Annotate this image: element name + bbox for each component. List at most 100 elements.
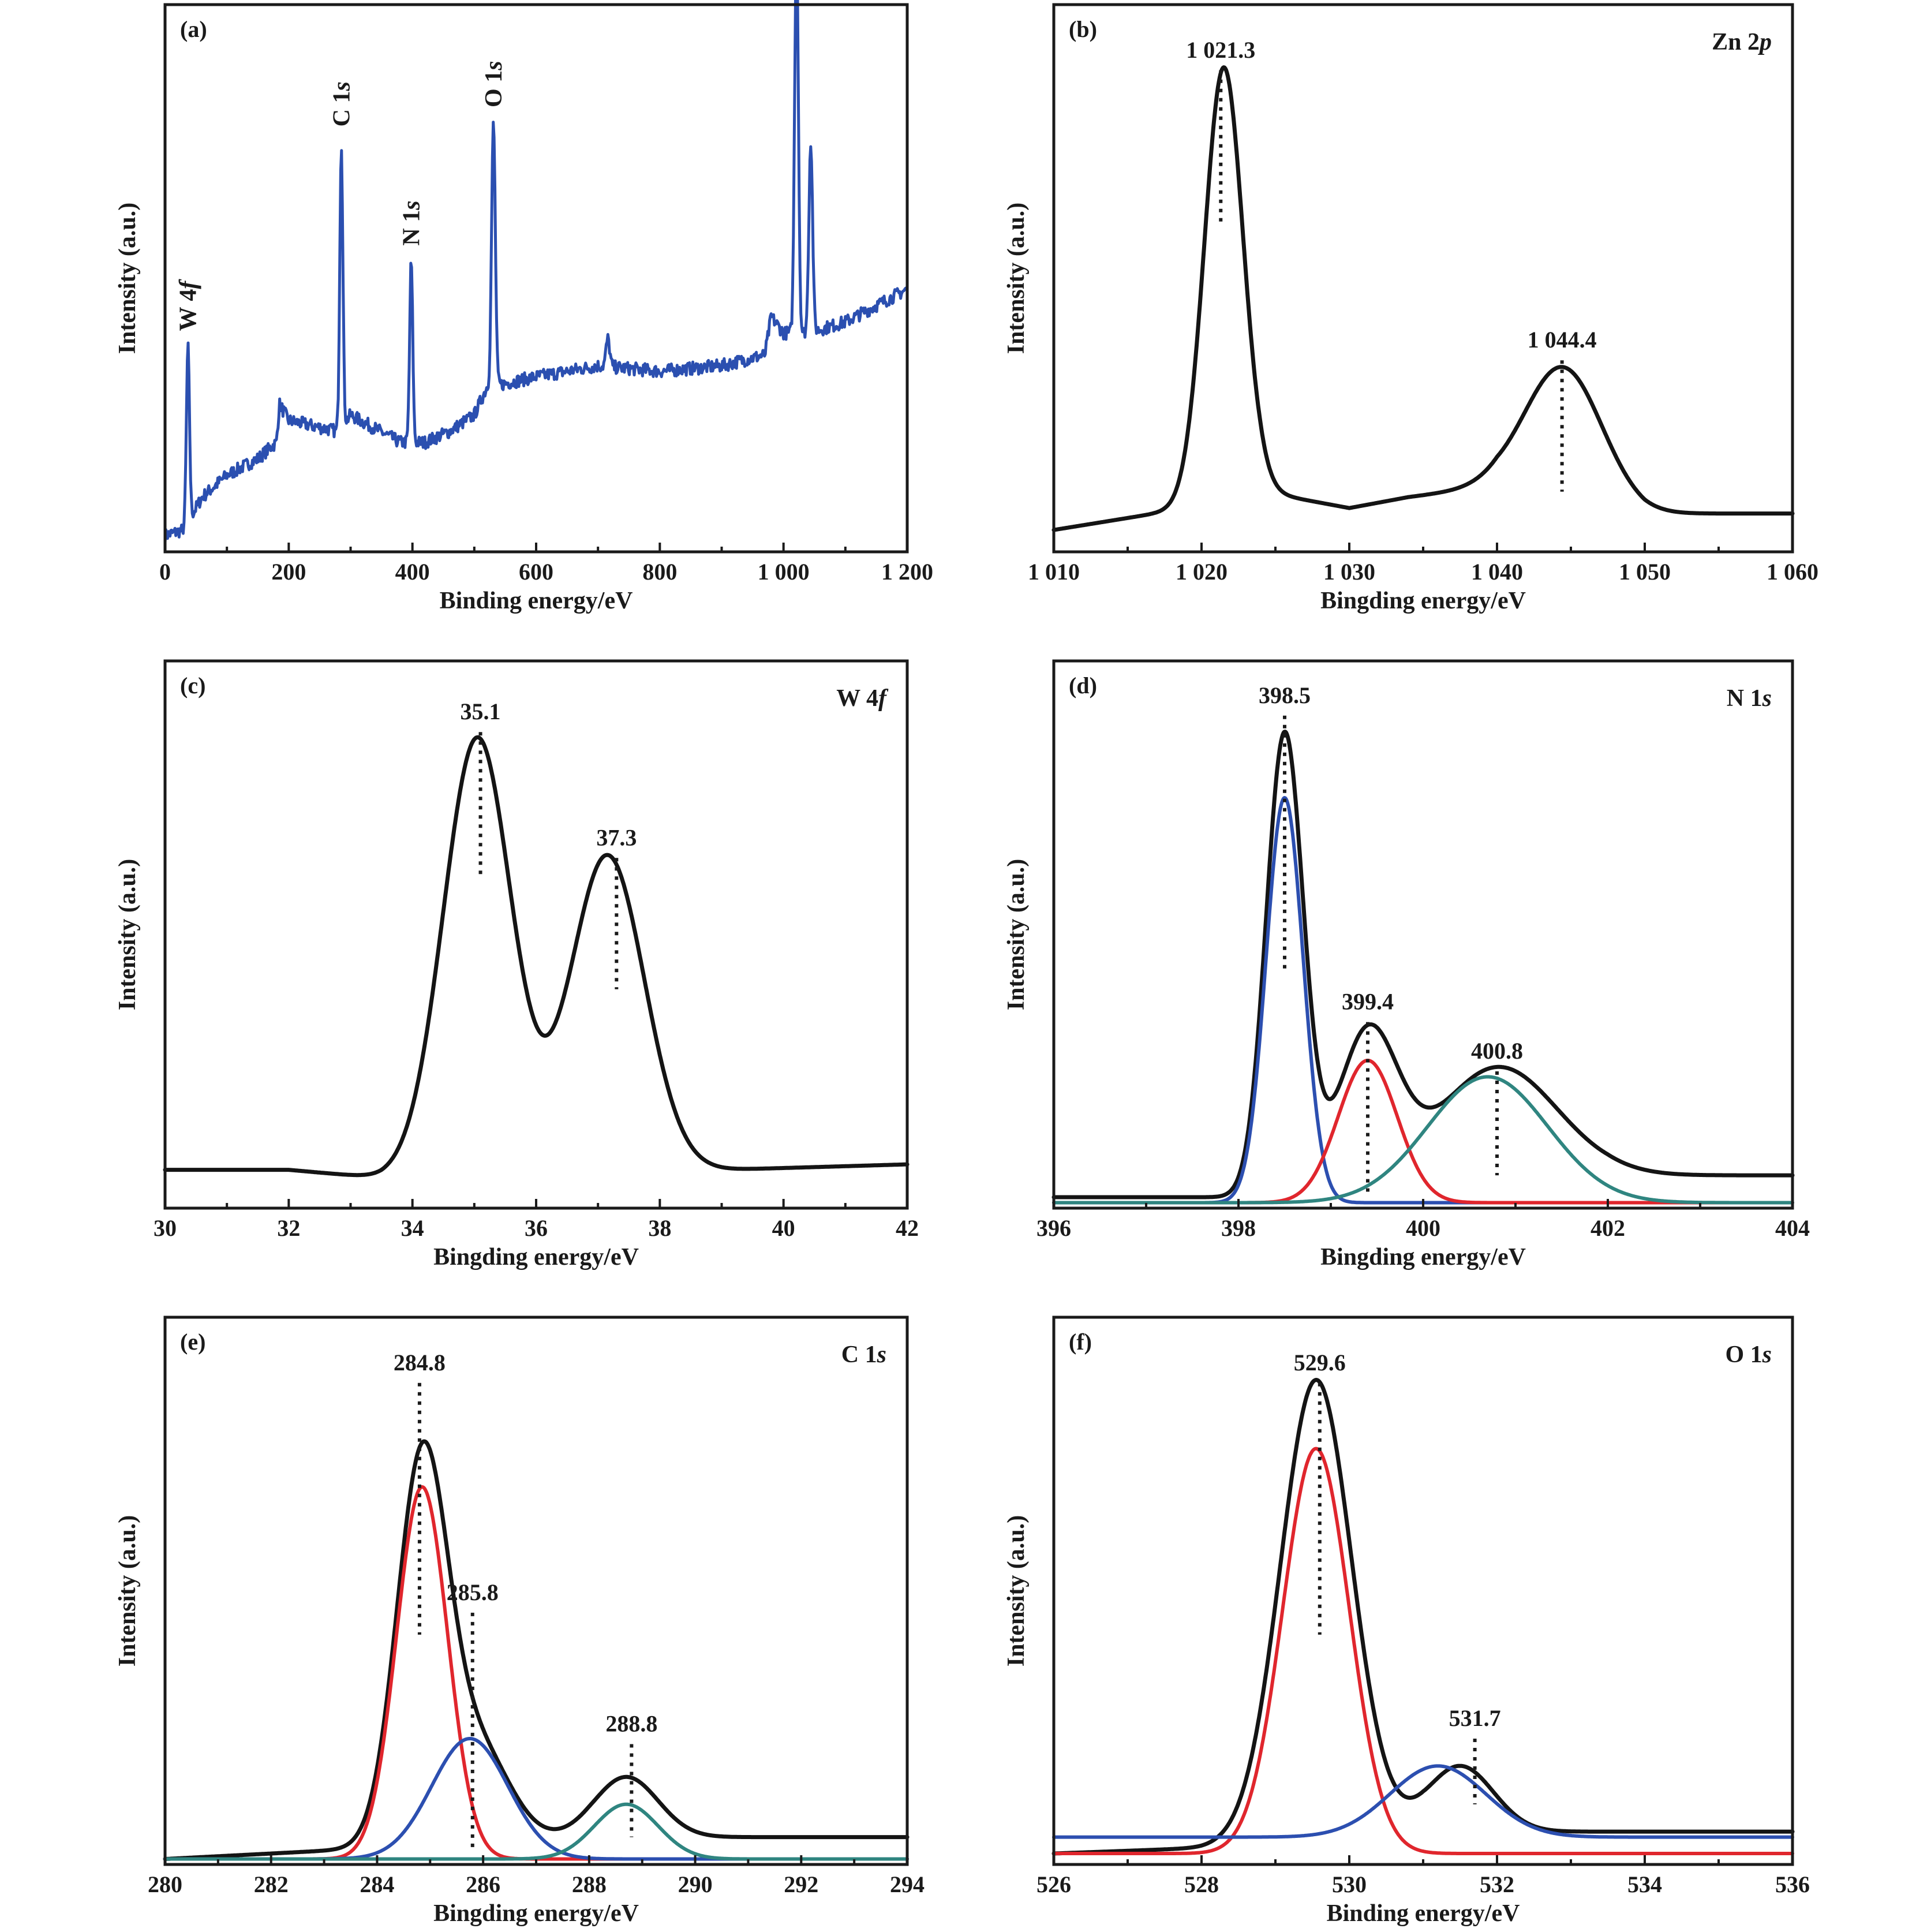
- x-axis-title: Bingding energy/eV: [1320, 588, 1526, 614]
- x-tick-label: 1 000: [758, 559, 810, 585]
- element-label-orbital: s: [1762, 685, 1772, 712]
- element-label-main: C 1: [841, 1341, 877, 1368]
- x-axis-title: Binding energy/eV: [1327, 1900, 1520, 1927]
- envelope-series-line: [1051, 1378, 1795, 1856]
- element-label-main: N 1: [1727, 685, 1762, 712]
- x-tick-label: 1 200: [881, 559, 933, 585]
- x-axis-title: Bingding energy/eV: [433, 1900, 639, 1927]
- panel-e: 280 282 284 286 288 290 292 294 Bingding energy/…: [114, 1316, 925, 1927]
- x-tick-label: 280: [148, 1871, 182, 1897]
- annotation-orbital: s: [481, 61, 507, 70]
- x-axis-title: Bingding energy/eV: [1320, 1244, 1526, 1270]
- x-tick-label: 0: [159, 559, 171, 585]
- element-label-orbital: s: [1762, 1341, 1772, 1368]
- peak-label: 285.8: [447, 1579, 499, 1605]
- x-tick-label: 286: [466, 1871, 500, 1897]
- teal-series-line: [1052, 1075, 1794, 1205]
- panel-label: (b): [1069, 16, 1097, 42]
- survey-peak-annotation: C 1s: [328, 81, 355, 126]
- x-tick-label: 1 050: [1619, 559, 1671, 585]
- element-label: C 1s: [841, 1341, 886, 1368]
- envelope-series-line: [1051, 730, 1795, 1199]
- panel-label: (f): [1069, 1329, 1092, 1355]
- peak-label: 529.6: [1294, 1350, 1346, 1376]
- element-label: W 4f: [836, 685, 889, 712]
- x-tick-label: 532: [1480, 1871, 1514, 1897]
- element-label-orbital: s: [877, 1341, 886, 1368]
- panel-c: 30 32 34 36 38 40 42 Bingding energy/eV Intensit…: [114, 659, 919, 1270]
- peak-label: 399.4: [1342, 989, 1394, 1015]
- x-tick-label: 600: [519, 559, 553, 585]
- annotation-main: C 1: [328, 91, 355, 127]
- panel-f: 526 528 530 532 534 536 Binding energy/eV Inten…: [1003, 1316, 1810, 1927]
- x-tick-label: 38: [648, 1215, 671, 1241]
- x-tick-label: 200: [271, 559, 306, 585]
- x-tick-label: 526: [1036, 1871, 1071, 1897]
- element-label-orbital: p: [1758, 29, 1772, 55]
- x-tick-label: 1 040: [1471, 559, 1523, 585]
- x-tick-label: 290: [678, 1871, 713, 1897]
- x-tick-label: 530: [1332, 1871, 1367, 1897]
- annotation-main: N 1: [399, 210, 425, 246]
- x-axis-title: Bingding energy/eV: [433, 1244, 639, 1270]
- envelope-series-line: [163, 1439, 910, 1861]
- annotation-main: W 4: [175, 289, 202, 331]
- peak-label: 1 044.4: [1528, 327, 1597, 353]
- peak-label: 1 021.3: [1186, 37, 1255, 63]
- panel-b: 1 010 1 020 1 030 1 040 1 050 1 060 Bingding e…: [1003, 3, 1818, 614]
- peak-label: 35.1: [461, 698, 501, 724]
- envelope-series-line: [1051, 65, 1795, 532]
- panel-label: (a): [180, 16, 207, 42]
- x-tick-label: 404: [1775, 1215, 1810, 1241]
- x-tick-label: 1 030: [1323, 559, 1375, 585]
- panel-a: 0 200 400 600 800 1 000 1 200 Binding energy/eV…: [114, 0, 933, 614]
- annotation-orbital: s: [328, 81, 355, 91]
- x-tick-label: 282: [254, 1871, 289, 1897]
- envelope-series-line: [163, 735, 910, 1178]
- red-series-line: [1052, 1447, 1794, 1855]
- x-tick-label: 534: [1627, 1871, 1662, 1897]
- x-tick-label: 402: [1591, 1215, 1625, 1241]
- x-tick-label: 40: [772, 1215, 795, 1241]
- panel-d: 396 398 400 402 404 Bingding energy/eV Intensi…: [1003, 659, 1810, 1270]
- element-label-main: Zn 2: [1712, 29, 1760, 55]
- y-axis-title: Intensity (a.u.): [114, 203, 141, 354]
- peak-label: 400.8: [1471, 1038, 1523, 1064]
- x-tick-label: 1 020: [1176, 559, 1228, 585]
- annotation-main: O 1: [481, 70, 507, 107]
- blue-series-line: [1052, 1764, 1794, 1839]
- x-tick-label: 396: [1036, 1215, 1071, 1241]
- element-label-main: W 4: [836, 685, 878, 712]
- y-axis-title: Intensity (a.u.): [114, 859, 141, 1011]
- x-tick-label: 1 060: [1767, 559, 1818, 585]
- x-tick-label: 284: [360, 1871, 394, 1897]
- y-axis-title: Intensity (a.u.): [114, 1515, 141, 1667]
- x-tick-label: 1 010: [1028, 559, 1080, 585]
- survey-peak-annotation: N 1s: [399, 200, 425, 245]
- x-tick-label: 528: [1184, 1871, 1219, 1897]
- annotation-orbital: f: [175, 279, 202, 289]
- element-label: Zn 2p: [1712, 29, 1772, 55]
- x-tick-label: 536: [1775, 1871, 1810, 1897]
- x-axis-title: Binding energy/eV: [440, 588, 633, 614]
- x-tick-label: 400: [395, 559, 430, 585]
- x-tick-label: 34: [401, 1215, 424, 1241]
- panel-label: (e): [180, 1329, 205, 1355]
- survey-peak-annotation: W 4f: [175, 279, 202, 331]
- panel-label: (c): [180, 672, 205, 698]
- element-label-main: O 1: [1725, 1341, 1762, 1368]
- x-tick-label: 42: [896, 1215, 919, 1241]
- element-label: O 1s: [1725, 1341, 1772, 1368]
- x-tick-label: 294: [890, 1871, 925, 1897]
- panel-label: (d): [1069, 672, 1097, 698]
- peak-label: 398.5: [1259, 682, 1311, 708]
- x-tick-label: 398: [1221, 1215, 1256, 1241]
- x-tick-label: 288: [572, 1871, 607, 1897]
- element-label-orbital: f: [878, 685, 889, 712]
- peak-label: 288.8: [605, 1710, 657, 1736]
- peak-label: 531.7: [1449, 1705, 1501, 1731]
- y-axis-title: Intensity (a.u.): [1003, 203, 1030, 354]
- teal-series-line: [163, 1802, 909, 1861]
